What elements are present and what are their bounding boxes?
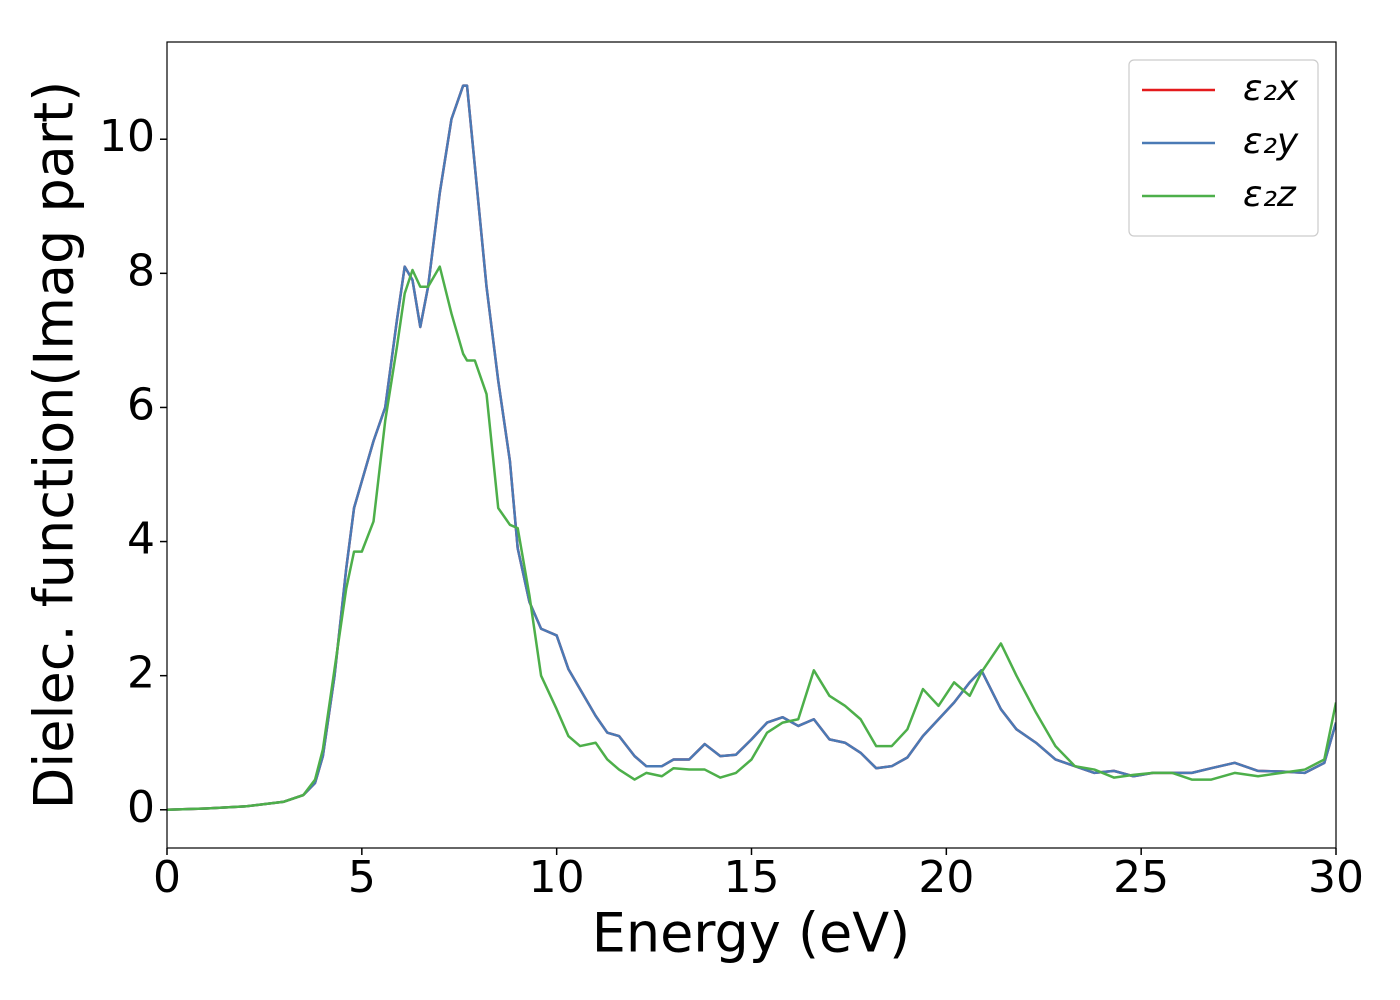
legend-box — [1128, 59, 1319, 237]
series-line — [167, 265, 1336, 812]
y-tick-label: 2 — [127, 648, 155, 699]
x-tick-label: 0 — [153, 852, 181, 903]
y-tick-label: 4 — [127, 514, 155, 565]
legend-label: ε₂x — [1243, 68, 1299, 109]
x-tick-label: 20 — [918, 852, 974, 903]
plot-frame — [166, 41, 1337, 849]
y-axis-label: Dielec. function(Imag part) — [23, 81, 86, 810]
x-axis-label: Energy (eV) — [592, 902, 911, 965]
y-tick-label: 10 — [99, 111, 155, 162]
y-tick-label: 0 — [127, 782, 155, 833]
x-tick-label: 5 — [348, 852, 376, 903]
legend-label: ε₂z — [1243, 174, 1297, 215]
y-tick-label: 8 — [127, 245, 155, 296]
y-tick-label: 6 — [127, 379, 155, 430]
x-tick-label: 10 — [529, 852, 585, 903]
x-tick-label: 30 — [1308, 852, 1364, 903]
x-tick-label: 15 — [724, 852, 780, 903]
x-tick-label: 25 — [1113, 852, 1169, 903]
legend-label: ε₂y — [1243, 121, 1299, 162]
